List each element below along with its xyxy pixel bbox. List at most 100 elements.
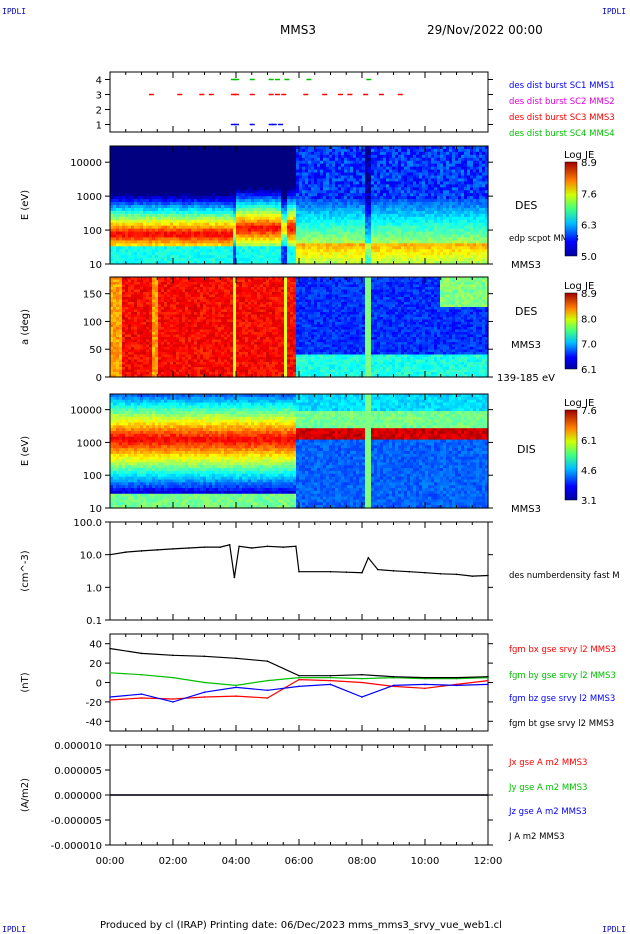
heatmap-cell — [185, 252, 189, 256]
heatmap-cell — [155, 249, 159, 253]
heatmap-cell — [116, 258, 120, 262]
heatmap-cell — [122, 252, 126, 256]
heatmap-cell — [176, 219, 180, 224]
heatmap-cell — [200, 231, 204, 236]
heatmap-cell — [161, 210, 165, 215]
heatmap-cell — [134, 231, 138, 236]
heatmap-cell — [119, 205, 123, 209]
heatmap-cell — [200, 184, 204, 188]
heatmap-cell — [200, 240, 204, 244]
heatmap-cell — [146, 181, 150, 185]
heatmap-cell — [191, 240, 195, 244]
heatmap-cell — [149, 213, 153, 218]
heatmap-cell — [179, 246, 183, 250]
heatmap-cell — [206, 222, 210, 227]
heatmap-cell — [167, 205, 171, 209]
heatmap-cell — [206, 184, 210, 188]
heatmap-cell — [197, 210, 201, 215]
heatmap-cell — [146, 169, 150, 174]
heatmap-cell — [128, 175, 132, 180]
legend-entry: des dist burst SC2 MMS2 — [509, 97, 615, 107]
heatmap-cell — [173, 184, 177, 188]
heatmap-cell — [158, 231, 162, 236]
heatmap-cell — [140, 169, 144, 174]
heatmap-cell — [167, 225, 171, 230]
heatmap-cell — [146, 249, 150, 253]
heatmap-cell — [164, 222, 168, 227]
heatmap-cell — [203, 172, 207, 177]
heatmap-cell — [197, 175, 201, 180]
heatmap-cell — [119, 196, 123, 200]
heatmap-cell — [125, 199, 129, 203]
heatmap-cell — [179, 210, 183, 215]
heatmap-cell — [161, 166, 165, 171]
heatmap-cell — [197, 234, 201, 239]
heatmap-cell — [188, 178, 192, 182]
heatmap-cell — [206, 166, 210, 171]
heatmap-cell — [119, 146, 123, 150]
heatmap-cell — [152, 178, 156, 182]
heatmap-cell — [131, 148, 135, 153]
heatmap-cell — [122, 261, 126, 265]
heatmap-cell — [122, 151, 126, 156]
heatmap-cell — [182, 210, 186, 215]
heatmap-cell — [143, 193, 147, 197]
heatmap-cell — [191, 207, 195, 212]
heatmap-cell — [164, 261, 168, 265]
heatmap-cell — [137, 169, 141, 174]
heatmap-cell — [110, 178, 114, 182]
heatmap-cell — [146, 246, 150, 250]
heatmap-cell — [203, 210, 207, 215]
heatmap-cell — [125, 237, 129, 241]
heatmap-cell — [203, 237, 207, 241]
heatmap-cell — [206, 175, 210, 180]
heatmap-cell — [185, 172, 189, 177]
heatmap-cell — [131, 243, 135, 247]
heatmap-cell — [140, 216, 144, 221]
heatmap-cell — [206, 169, 210, 174]
heatmap-cell — [128, 258, 132, 262]
heatmap-cell — [125, 169, 129, 174]
y-tick-label: 2 — [96, 106, 102, 117]
heatmap-cell — [173, 193, 177, 197]
heatmap-cell — [158, 207, 162, 212]
heatmap-cell — [179, 207, 183, 212]
heatmap-cell — [188, 258, 192, 262]
heatmap-cell — [143, 163, 147, 168]
heatmap-cell — [143, 148, 147, 153]
heatmap-cell — [158, 175, 162, 180]
heatmap-cell — [134, 240, 138, 244]
heatmap-cell — [164, 210, 168, 215]
heatmap-cell — [176, 255, 180, 259]
heatmap-cell — [185, 148, 189, 153]
heatmap-cell — [203, 205, 207, 209]
heatmap-cell — [161, 169, 165, 174]
heatmap-cell — [158, 234, 162, 239]
heatmap-cell — [194, 255, 198, 259]
heatmap-cell — [164, 181, 168, 185]
heatmap-cell — [194, 157, 198, 162]
heatmap-cell — [203, 243, 207, 247]
heatmap-cell — [146, 222, 150, 227]
heatmap-cell — [158, 261, 162, 265]
heatmap-cell — [122, 169, 126, 174]
heatmap-cell — [125, 146, 129, 150]
heatmap-cell — [116, 157, 120, 162]
heatmap-cell — [164, 160, 168, 165]
heatmap-cell — [188, 261, 192, 265]
heatmap-cell — [206, 252, 210, 256]
heatmap-cell — [152, 207, 156, 212]
heatmap-cell — [203, 258, 207, 262]
heatmap-cell — [140, 231, 144, 236]
heatmap-cell — [137, 243, 141, 247]
footer-credit: Produced by cl (IRAP) Printing date: 06/… — [100, 920, 502, 931]
heatmap-cell — [146, 146, 150, 150]
heatmap-cell — [176, 228, 180, 233]
heatmap-cell — [152, 213, 156, 218]
heatmap-cell — [131, 157, 135, 162]
heatmap-cell — [197, 255, 201, 259]
heatmap-cell — [149, 228, 153, 233]
heatmap-cell — [119, 169, 123, 174]
heatmap-cell — [143, 210, 147, 215]
heatmap-cell — [191, 249, 195, 253]
